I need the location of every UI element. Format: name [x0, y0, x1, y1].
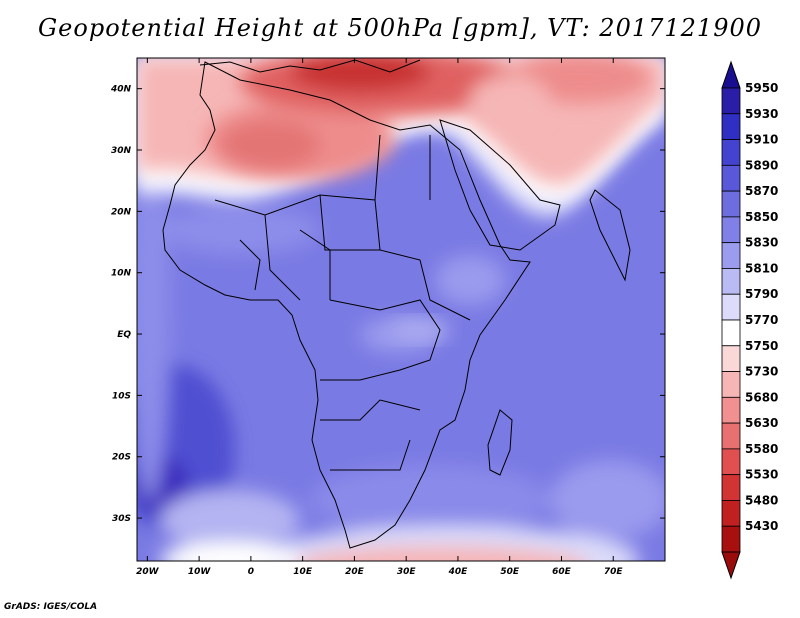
colorbar-label: 5750 — [745, 339, 778, 353]
colorbar-label: 5580 — [745, 442, 778, 456]
colorbar-swatch — [721, 139, 741, 166]
colorbar-label: 5730 — [745, 365, 778, 379]
colorbar-swatch — [721, 87, 741, 115]
lon-tick-label: 0 — [248, 567, 254, 577]
lon-tick-label: 20W — [136, 567, 160, 577]
colorbar-swatch — [721, 525, 741, 553]
colorbar-swatch — [721, 371, 741, 398]
grads-credit: GrADS: IGES/COLA — [4, 602, 98, 612]
colorbar-bottom-arrow — [721, 551, 741, 580]
colorbar-swatch — [721, 164, 741, 192]
colorbar-swatch — [721, 242, 741, 269]
colorbar-swatch — [721, 345, 741, 372]
colorbar-swatch — [721, 268, 741, 295]
colorbar-swatch — [721, 190, 741, 218]
colorbar-label: 5770 — [745, 313, 778, 327]
colorbar: 5950 5930 5910 5890 5870 5850 5830 5810 5790 5770… — [721, 60, 778, 580]
lon-tick-label: 10W — [188, 567, 212, 577]
lat-tick-label: 30N — [111, 146, 132, 156]
colorbar-label: 5850 — [745, 210, 778, 224]
lat-tick-label: EQ — [117, 330, 131, 340]
lon-tick-label: 20E — [345, 567, 365, 577]
colorbar-label: 5530 — [745, 468, 778, 482]
lon-tick-label: 60E — [552, 567, 572, 577]
colorbar-swatch — [721, 216, 741, 244]
map-title: Geopotential Height at 500hPa [gpm], VT:… — [38, 14, 762, 42]
lon-tick-label: 50E — [500, 567, 520, 577]
lat-tick-label: 20S — [112, 453, 131, 463]
colorbar-swatch — [721, 474, 741, 501]
colorbar-swatch — [721, 448, 741, 476]
axis-ticks: 20W 10W 0 10E 20E 30E 40E 50E 60E 70E 40N 30N 20N 10N… — [110, 58, 665, 577]
colorbar-label: 5830 — [745, 236, 778, 250]
colorbar-label: 5790 — [745, 287, 778, 301]
colorbar-label: 5870 — [745, 184, 778, 198]
lat-tick-label: 10N — [111, 269, 132, 279]
colorbar-label: 5910 — [745, 133, 778, 147]
colorbar-label: 5680 — [745, 390, 778, 404]
lon-tick-label: 10E — [293, 567, 313, 577]
lat-tick-label: 30S — [112, 514, 131, 524]
lon-tick-label: 30E — [397, 567, 417, 577]
colorbar-top-arrow — [721, 60, 741, 89]
colorbar-label: 5890 — [745, 158, 778, 172]
colorbar-label: 5950 — [745, 81, 778, 95]
colorbar-label: 5480 — [745, 493, 778, 507]
colorbar-swatch — [721, 319, 741, 347]
lat-tick-label: 20N — [111, 207, 132, 217]
colorbar-swatch — [721, 396, 741, 424]
colorbar-label: 5630 — [745, 416, 778, 430]
colorbar-swatch — [721, 293, 741, 321]
colorbar-label: 5430 — [745, 519, 778, 533]
map-frame — [136, 57, 666, 562]
colorbar-swatch — [721, 113, 741, 140]
colorbar-swatch — [721, 500, 741, 527]
height-field — [137, 58, 665, 561]
lon-tick-label: 70E — [604, 567, 624, 577]
colorbar-label: 5930 — [745, 107, 778, 121]
lat-tick-label: 40N — [110, 85, 132, 95]
colorbar-label: 5810 — [745, 261, 778, 275]
lat-tick-label: 10S — [112, 391, 131, 401]
colorbar-swatch — [721, 422, 741, 450]
lon-tick-label: 40E — [448, 567, 469, 577]
coastlines — [162, 59, 631, 549]
